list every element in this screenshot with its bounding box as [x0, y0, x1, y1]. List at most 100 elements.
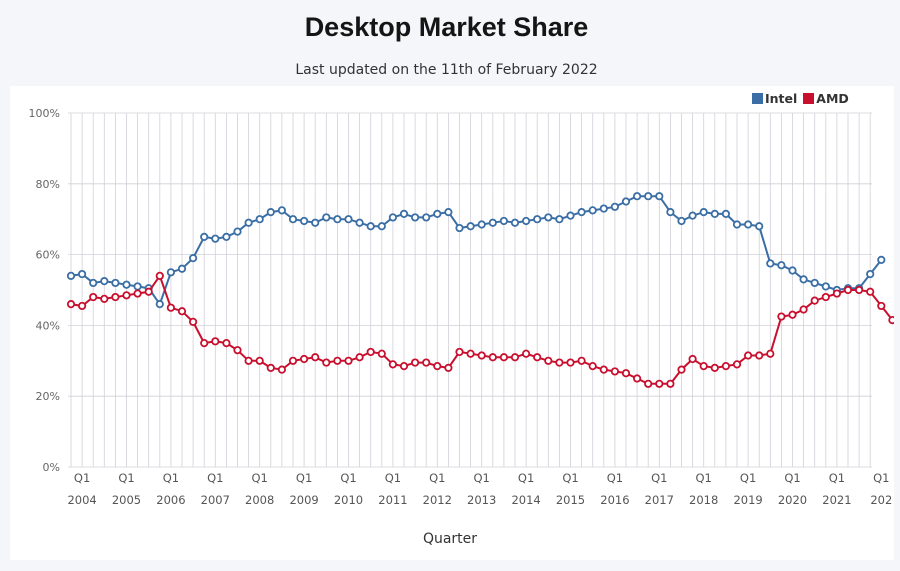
data-point-amd — [111, 292, 120, 302]
data-point-amd — [399, 362, 409, 371]
data-point-intel — [555, 215, 564, 224]
data-point-intel — [544, 213, 553, 222]
data-point-intel — [721, 209, 731, 218]
data-point-amd — [599, 365, 608, 374]
data-point-amd — [588, 362, 597, 371]
x-tick-year: 2015 — [556, 493, 585, 507]
data-point-amd — [777, 312, 786, 321]
data-point-amd — [244, 356, 253, 365]
data-point-intel — [111, 278, 120, 288]
data-point-amd — [166, 303, 175, 312]
data-point-amd — [877, 301, 886, 311]
data-point-intel — [533, 215, 542, 224]
data-point-intel — [422, 213, 431, 222]
data-point-amd — [444, 363, 453, 372]
data-point-intel — [566, 211, 575, 220]
data-point-amd — [644, 379, 653, 388]
x-tick-year: 2008 — [245, 493, 274, 507]
data-point-amd — [688, 354, 697, 364]
x-tick-year: 2014 — [511, 493, 540, 507]
data-point-amd — [288, 356, 298, 365]
data-point-intel — [66, 271, 76, 280]
x-tick-year: 2017 — [645, 493, 674, 507]
data-point-amd — [821, 292, 830, 302]
data-point-intel — [399, 209, 409, 218]
x-tick-year: 2012 — [423, 493, 452, 507]
data-point-amd — [610, 367, 620, 376]
data-point-intel — [688, 211, 697, 220]
data-point-intel — [444, 208, 453, 217]
legend-item-intel[interactable]: Intel — [752, 91, 797, 106]
x-tick-quarter: Q1 — [385, 471, 401, 485]
data-point-intel — [588, 206, 597, 215]
series-line-intel — [70, 195, 883, 307]
data-point-amd — [866, 287, 875, 296]
data-point-intel — [710, 209, 719, 218]
data-point-intel — [377, 222, 386, 231]
data-point-intel — [299, 216, 309, 226]
x-tick-quarter: Q1 — [207, 471, 223, 485]
data-point-amd — [510, 353, 520, 362]
x-tick-quarter: Q1 — [607, 471, 623, 485]
data-point-intel — [333, 215, 342, 224]
data-point-intel — [122, 280, 131, 289]
data-point-amd — [544, 356, 553, 365]
data-point-amd — [843, 285, 853, 295]
x-axis-title: Quarter — [422, 531, 478, 547]
data-point-intel — [211, 234, 220, 243]
data-point-intel — [288, 215, 298, 224]
legend: Intel AMD — [752, 91, 851, 106]
data-point-amd — [555, 358, 564, 367]
x-tick-year: 2018 — [689, 493, 718, 507]
data-point-amd — [144, 287, 153, 296]
data-point-intel — [821, 282, 830, 291]
data-point-intel — [266, 208, 275, 217]
data-point-intel — [810, 278, 819, 288]
x-tick-year: 2019 — [733, 493, 762, 507]
data-point-intel — [743, 220, 753, 229]
data-point-intel — [166, 268, 175, 277]
data-point-intel — [322, 213, 331, 222]
data-point-intel — [755, 222, 764, 231]
legend-item-amd[interactable]: AMD — [803, 91, 849, 106]
data-point-intel — [877, 255, 886, 265]
data-point-intel — [510, 218, 520, 227]
x-tick-quarter: Q1 — [829, 471, 845, 485]
x-tick-quarter: Q1 — [252, 471, 268, 485]
x-tick-year: 2009 — [289, 493, 318, 507]
data-point-amd — [78, 301, 87, 311]
legend-label-intel: Intel — [765, 91, 798, 106]
y-tick-label: 0% — [43, 461, 60, 474]
data-point-amd — [732, 360, 742, 369]
x-tick-quarter: Q1 — [873, 471, 889, 485]
data-point-intel — [89, 278, 98, 288]
data-point-amd — [632, 374, 642, 383]
y-tick-label: 20% — [36, 390, 60, 403]
data-point-amd — [721, 362, 731, 371]
data-point-amd — [455, 347, 464, 357]
data-point-intel — [233, 227, 242, 236]
data-point-amd — [799, 305, 808, 314]
data-point-amd — [810, 296, 819, 305]
data-point-intel — [200, 232, 209, 241]
data-point-amd — [377, 349, 386, 358]
y-tick-label: 100% — [29, 107, 60, 120]
x-tick-quarter: Q1 — [74, 471, 90, 485]
data-point-intel — [677, 216, 686, 226]
data-point-amd — [521, 349, 531, 358]
data-point-intel — [766, 259, 775, 268]
y-tick-label: 80% — [36, 178, 60, 191]
data-point-intel — [699, 208, 708, 217]
data-point-amd — [466, 349, 475, 358]
y-tick-label: 40% — [36, 319, 60, 332]
x-tick-quarter: Q1 — [118, 471, 134, 485]
data-point-amd — [311, 353, 320, 362]
x-tick-year: 2006 — [156, 493, 185, 507]
legend-swatch-amd — [803, 93, 815, 104]
data-point-amd — [100, 294, 109, 303]
x-tick-quarter: Q1 — [296, 471, 312, 485]
data-point-amd — [177, 307, 187, 316]
x-tick-year: 2007 — [201, 493, 230, 507]
chart-card: 0% 20% 40% 60% 80% 100% Q1 2004 Q1 2005 Q1 2006 Q1 20… — [10, 86, 894, 560]
x-tick-year: 2005 — [112, 493, 141, 507]
